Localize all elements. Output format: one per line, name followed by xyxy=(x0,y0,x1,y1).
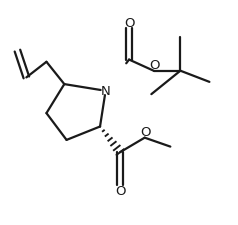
Text: O: O xyxy=(124,17,134,30)
Text: O: O xyxy=(140,125,151,138)
Text: O: O xyxy=(115,184,125,197)
Text: N: N xyxy=(101,85,110,98)
Text: O: O xyxy=(149,59,160,72)
